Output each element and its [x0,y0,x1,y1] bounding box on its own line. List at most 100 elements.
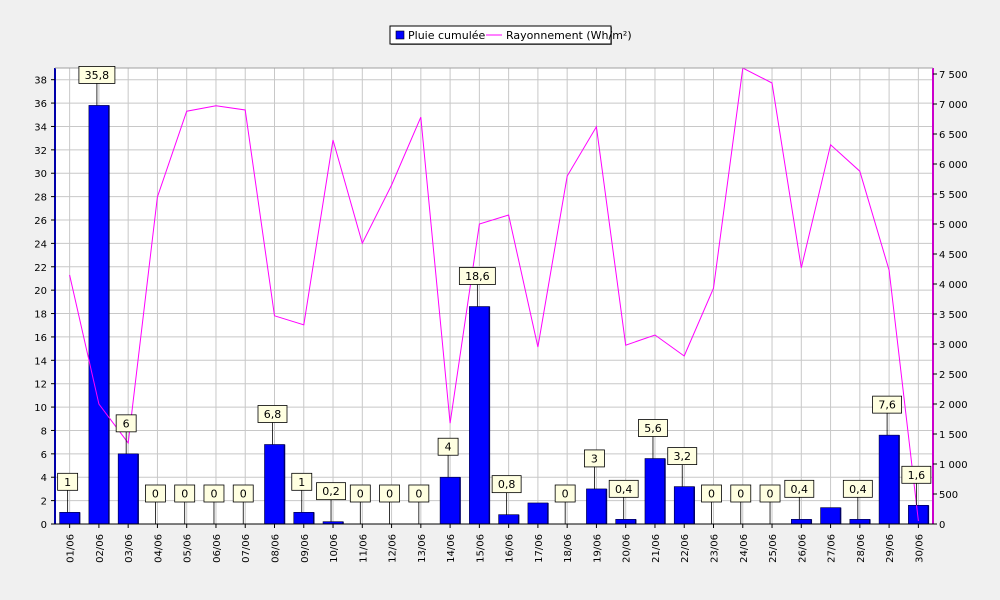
plot-area [55,68,933,524]
left-tick-label: 24 [34,239,47,250]
data-label-text: 0,4 [791,483,809,496]
data-label-box [638,419,668,437]
bar [878,434,900,525]
right-tick-label: 2 000 [939,400,968,411]
data-label: 6 [115,414,137,454]
data-label: 0,4 [608,479,639,520]
x-tick-label: 29/06 [885,534,896,563]
left-tick-label: 38 [34,76,47,87]
x-tick-label: 18/06 [563,534,574,563]
bar [264,444,285,525]
data-label: 5,6 [638,419,668,459]
data-label-box [437,437,459,456]
left-tick-label: 20 [34,286,47,297]
data-label-box [379,484,400,503]
data-label-box [257,405,288,423]
data-label-text: 0,8 [498,478,516,491]
data-label-text: 0 [386,488,393,501]
line-rayonnement [69,67,919,522]
bar [586,488,607,525]
data-label-box [145,484,166,503]
data-label: 6,8 [257,405,288,445]
x-tick-label: 02/06 [95,534,106,563]
data-labels: 1 35,8 6 0 0 0 0 6,8 1 0,2 0 0 0 4 18,6 0,8 0 3 0,4 5,6 3,2 0… [57,66,932,524]
x-tick-label: 24/06 [739,534,750,563]
left-tick-label: 26 [34,216,47,227]
x-tick-label: 15/06 [475,534,486,563]
bar [527,502,549,525]
bar [673,486,695,525]
data-label-text: 1 [64,476,71,489]
data-label-text: 0,4 [849,483,867,496]
right-tick-label: 1 500 [939,430,968,441]
left-tick-label: 4 [41,473,47,484]
x-tick-label: 19/06 [592,534,603,563]
x-tick-label: 26/06 [797,534,808,563]
x-tick-label: 27/06 [827,534,838,563]
data-label-text: 1,6 [908,469,926,482]
x-tick-label: 20/06 [622,534,633,563]
data-label-text: 0 [767,488,774,501]
bar [644,458,666,525]
x-tick-label: 21/06 [651,534,662,563]
data-label-box [115,414,137,433]
x-tick-label: 25/06 [768,534,779,563]
x-tick-label: 30/06 [914,534,925,563]
data-label-text: 0,4 [615,483,633,496]
data-label-text: 7,6 [878,399,896,412]
x-tick-label: 14/06 [446,534,457,563]
data-label-box [842,479,873,498]
right-tick-label: 0 [939,520,945,531]
data-label-box [491,475,522,494]
data-label-box [730,484,752,503]
x-tick-label: 06/06 [212,534,223,563]
data-label-text: 18,6 [465,270,490,283]
x-tick-label: 13/06 [417,534,428,563]
data-label-box [316,482,346,501]
left-tick-label: 30 [34,169,47,180]
left-tick-label: 2 [41,497,47,508]
axes: 0246810121416182022242628303234363805001… [34,67,968,563]
bar [293,512,315,525]
x-tick-label: 22/06 [680,534,691,563]
bar [908,504,929,525]
left-tick-label: 14 [34,356,47,367]
data-label-text: 0 [708,488,715,501]
left-tick-label: 34 [34,122,47,133]
data-label: 0 [349,484,371,524]
bar [849,519,871,525]
data-label-box [458,267,496,285]
right-tick-label: 2 500 [939,370,968,381]
data-label: 0,4 [784,479,815,520]
data-label: 18,6 [458,267,496,307]
x-tick-label: 28/06 [856,534,867,563]
data-label-box [291,472,313,491]
data-label-text: 0 [415,488,422,501]
x-tick-label: 23/06 [710,534,721,563]
data-label-box [408,484,430,503]
data-label-text: 3,2 [673,450,691,463]
left-tick-label: 6 [41,450,47,461]
legend-bar-swatch [395,30,405,40]
right-tick-label: 6 500 [939,130,968,141]
data-label: 0 [174,484,196,524]
bar [615,519,637,525]
right-tick-label: 5 000 [939,220,968,231]
x-tick-label: 07/06 [241,534,252,563]
data-label-box [174,484,196,503]
x-tick-label: 04/06 [153,534,164,563]
data-label: 0,2 [316,482,346,522]
data-label-text: 0 [210,488,217,501]
legend: Pluie cumulée Rayonnement (Wh/m²) [389,25,632,45]
data-label: 35,8 [78,66,116,106]
bar [790,519,812,525]
bar [59,512,80,525]
legend-label-rayonnement: Rayonnement (Wh/m²) [506,29,632,42]
data-label-text: 0 [240,488,247,501]
data-label-text: 1 [298,476,305,489]
data-label-box [608,479,639,498]
right-tick-label: 3 500 [939,310,968,321]
data-label-text: 35,8 [85,69,110,82]
data-label: 0 [408,484,430,524]
